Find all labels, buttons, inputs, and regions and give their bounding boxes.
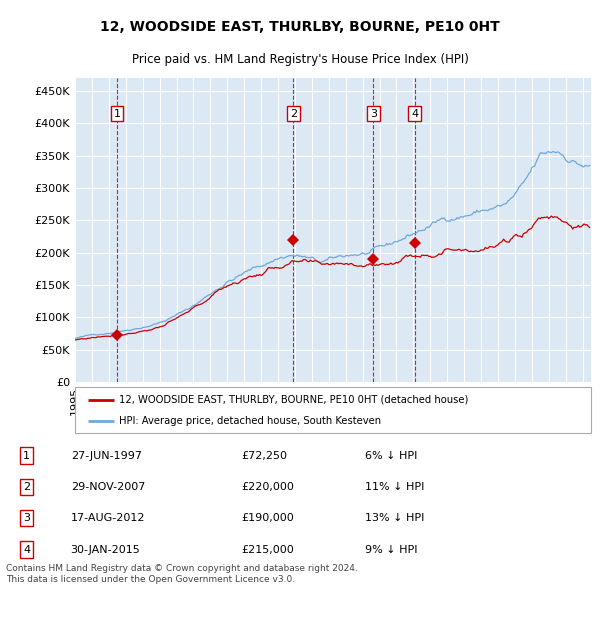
Text: £220,000: £220,000 [241, 482, 294, 492]
Text: 3: 3 [370, 108, 377, 118]
Text: 29-NOV-2007: 29-NOV-2007 [71, 482, 145, 492]
Text: £215,000: £215,000 [241, 544, 294, 554]
Text: 4: 4 [411, 108, 418, 118]
Text: 12, WOODSIDE EAST, THURLBY, BOURNE, PE10 0HT (detached house): 12, WOODSIDE EAST, THURLBY, BOURNE, PE10… [119, 395, 468, 405]
Text: 27-JUN-1997: 27-JUN-1997 [71, 451, 142, 461]
Text: Price paid vs. HM Land Registry's House Price Index (HPI): Price paid vs. HM Land Registry's House … [131, 53, 469, 66]
Text: £190,000: £190,000 [241, 513, 294, 523]
Text: Contains HM Land Registry data © Crown copyright and database right 2024.
This d: Contains HM Land Registry data © Crown c… [6, 564, 358, 583]
Text: 12, WOODSIDE EAST, THURLBY, BOURNE, PE10 0HT: 12, WOODSIDE EAST, THURLBY, BOURNE, PE10… [100, 20, 500, 33]
Text: 4: 4 [23, 544, 30, 554]
Text: 1: 1 [113, 108, 121, 118]
Text: 1: 1 [23, 451, 30, 461]
Text: HPI: Average price, detached house, South Kesteven: HPI: Average price, detached house, Sout… [119, 416, 381, 427]
Text: 9% ↓ HPI: 9% ↓ HPI [365, 544, 417, 554]
Text: 11% ↓ HPI: 11% ↓ HPI [365, 482, 424, 492]
Text: 6% ↓ HPI: 6% ↓ HPI [365, 451, 417, 461]
Text: 2: 2 [23, 482, 30, 492]
Text: 3: 3 [23, 513, 30, 523]
Text: 2: 2 [290, 108, 297, 118]
Text: 13% ↓ HPI: 13% ↓ HPI [365, 513, 424, 523]
Text: 30-JAN-2015: 30-JAN-2015 [71, 544, 140, 554]
Text: 17-AUG-2012: 17-AUG-2012 [71, 513, 145, 523]
Text: £72,250: £72,250 [241, 451, 287, 461]
